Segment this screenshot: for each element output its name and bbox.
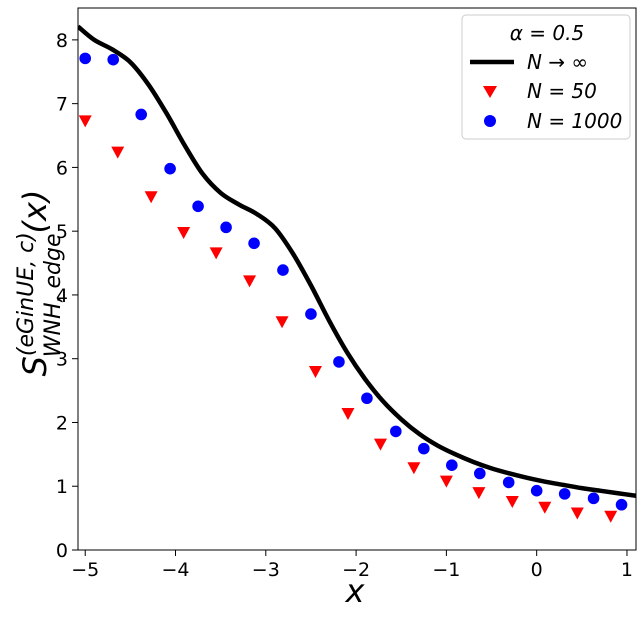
point-n50	[111, 146, 125, 159]
x-tick-label: −1	[432, 559, 460, 581]
legend-entry-n50: N = 50	[527, 79, 597, 103]
y-tick-label: 8	[56, 30, 68, 52]
y-axis-title-argument: (x)	[16, 190, 54, 234]
axes: −5 −4 −3 −2 −1 0 1 0 1 2 3 4 5 6 7 8	[56, 7, 637, 581]
point-n50	[177, 226, 191, 239]
point-n1000	[220, 221, 232, 234]
x-tick-label: −5	[71, 559, 99, 581]
y-axis-title-main: S	[16, 356, 54, 376]
y-tick-label: 5	[56, 221, 68, 243]
point-n1000	[192, 200, 204, 213]
point-n1000	[277, 264, 289, 276]
y-tick-label: 2	[56, 412, 68, 434]
point-n1000	[530, 484, 543, 497]
y-tick-label: 7	[56, 94, 68, 116]
point-n1000	[502, 476, 515, 489]
y-axis-title-subscript: WNH, edge	[41, 233, 66, 357]
x-tick-label: −4	[162, 559, 190, 581]
point-n50	[472, 487, 486, 500]
y-tick-label: 6	[56, 157, 68, 179]
point-n50	[373, 438, 387, 451]
legend-entry-n1000: N = 1000	[527, 109, 622, 133]
point-n50	[78, 115, 92, 128]
point-n50	[505, 496, 519, 509]
point-n1000	[333, 356, 345, 368]
legend-entry-n-infinity: N → ∞	[527, 50, 588, 74]
point-n50	[570, 507, 584, 520]
point-n1000	[79, 52, 92, 65]
legend-title: α = 0.5	[510, 21, 584, 45]
point-n1000	[390, 425, 402, 438]
data-layer	[78, 24, 636, 523]
y-tick-label: 1	[56, 476, 68, 498]
x-tick-label: 0	[531, 559, 543, 581]
x-tick-label: −2	[342, 559, 370, 581]
point-n50	[538, 501, 552, 514]
series-line-n-infinity	[78, 24, 636, 499]
point-n50	[604, 510, 618, 523]
y-axis-title: S(eGinUE, c)WNH, edge(x)	[14, 190, 66, 377]
y-tick-label: 4	[56, 285, 68, 307]
legend: α = 0.5 N → ∞ N = 50 N = 1000	[461, 14, 631, 140]
point-n50	[243, 275, 257, 288]
point-n50	[275, 316, 289, 329]
legend-frame	[461, 14, 631, 140]
x-axis-title: x	[345, 572, 366, 610]
point-n1000	[361, 392, 373, 405]
legend-circle-swatch	[484, 115, 496, 127]
point-n1000	[558, 488, 571, 500]
point-n1000	[615, 498, 628, 511]
point-n50	[308, 365, 322, 378]
y-tick-label: 0	[56, 540, 68, 562]
y-tick-label: 3	[56, 349, 68, 371]
point-n1000	[587, 492, 600, 505]
point-n50	[407, 462, 421, 475]
point-n1000	[305, 308, 317, 320]
point-n1000	[164, 162, 176, 175]
point-n50	[209, 247, 223, 260]
plot-area	[78, 24, 636, 523]
point-n1000	[418, 442, 430, 455]
point-n50	[439, 475, 453, 488]
point-n1000	[135, 108, 148, 121]
x-tick-label: −3	[252, 559, 280, 581]
point-n50	[341, 408, 355, 421]
y-axis-title-superscript: (eGinUE, c)	[14, 232, 39, 356]
point-n1000	[473, 467, 486, 480]
point-n50	[144, 191, 158, 204]
point-n1000	[446, 459, 458, 471]
legend-triangle-swatch	[483, 86, 497, 98]
x-tick-label: 1	[621, 559, 633, 581]
plot-frame	[77, 7, 637, 551]
point-n1000	[107, 53, 120, 66]
point-n1000	[248, 237, 260, 250]
